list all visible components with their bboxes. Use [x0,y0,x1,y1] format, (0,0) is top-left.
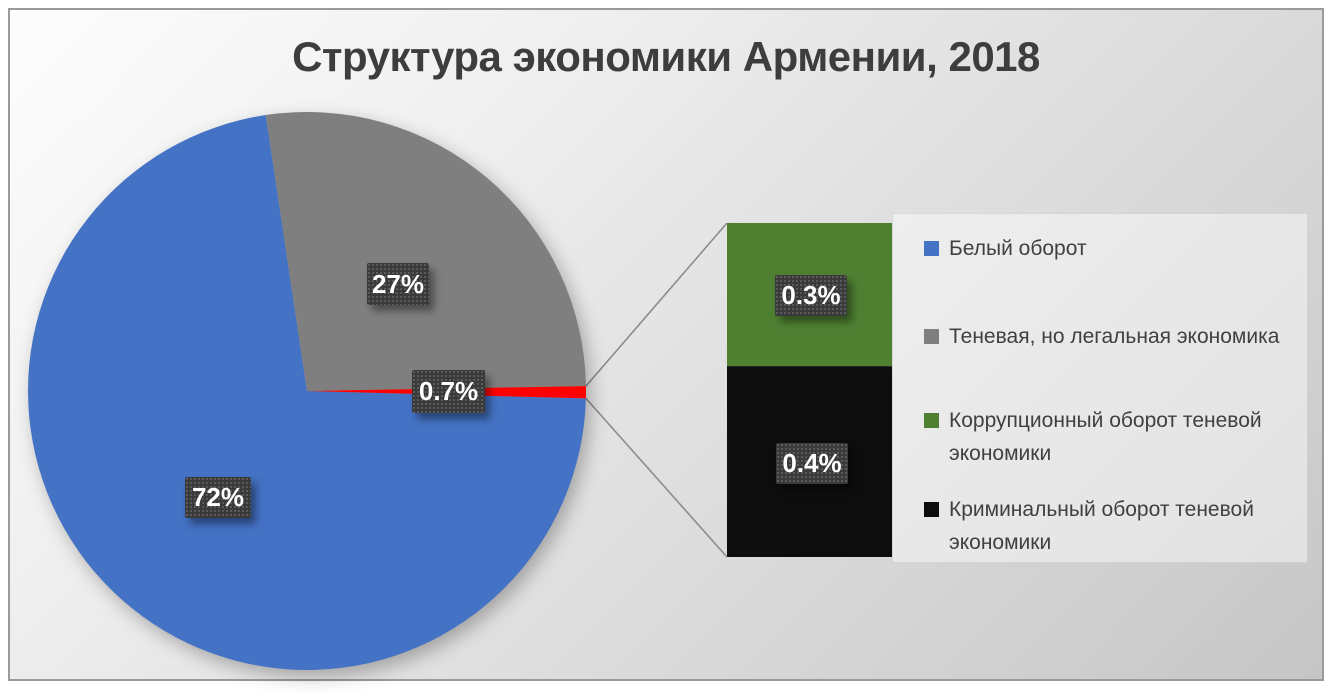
legend-item-corruption-turnover[interactable]: Коррупционный оборот теневой экономики [924,404,1296,470]
data-label-other-combined: 0.7% [412,370,485,413]
series-connector-line-bottom [585,397,728,558]
legend-swatch-white-turnover [924,241,939,256]
chart-title: Структура экономики Армении, 2018 [292,33,1040,80]
legend-swatch-criminal-turnover [924,502,939,517]
legend-item-white-turnover[interactable]: Белый оборот [924,232,1296,265]
pie [27,111,587,670]
legend: Белый оборот Теневая, но легальная эконо… [892,213,1308,563]
legend-label: Белый оборот [949,237,1087,260]
pie-slice-shadow-legal-economy[interactable] [265,111,586,391]
series-connector-line-top [585,222,728,387]
data-label-white-turnover: 72% [185,477,251,518]
legend-label: Криминальный оборот теневой экономики [949,498,1254,554]
data-label-shadow-legal-economy: 27% [367,263,429,305]
legend-swatch-shadow-legal-economy [924,329,939,344]
data-label-corruption-turnover: 0.3% [775,275,847,316]
legend-swatch-corruption-turnover [924,413,939,428]
legend-label: Коррупционный оборот теневой экономики [949,409,1262,465]
data-label-criminal-turnover: 0.4% [776,443,848,484]
legend-item-shadow-legal-economy[interactable]: Теневая, но легальная экономика [924,320,1296,353]
legend-label: Теневая, но легальная экономика [949,325,1280,348]
legend-item-criminal-turnover[interactable]: Криминальный оборот теневой экономики [924,493,1296,559]
pie-slice-white-turnover[interactable] [27,115,586,670]
